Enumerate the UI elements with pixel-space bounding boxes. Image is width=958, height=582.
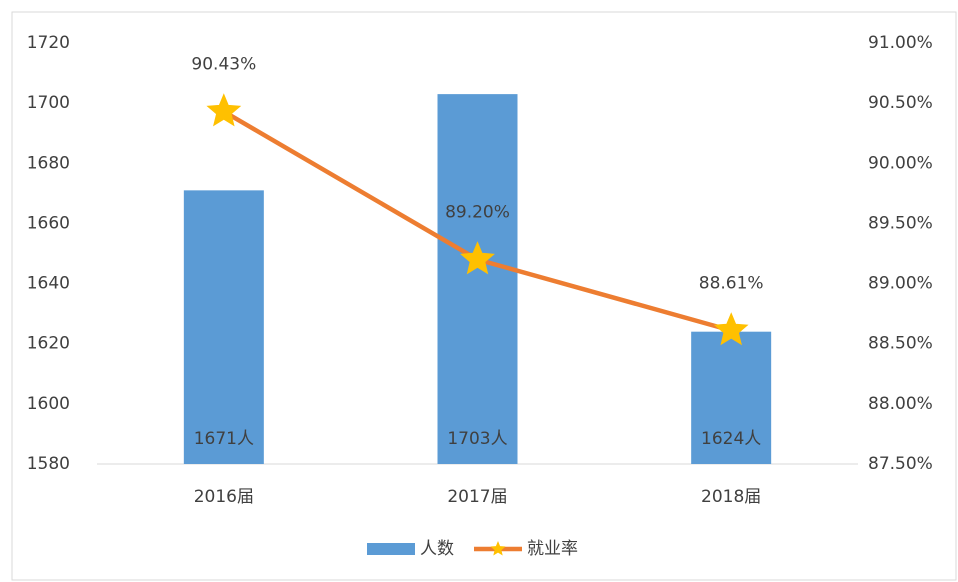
y2-tick-label: 87.50% (868, 454, 933, 474)
x-tick-label: 2016届 (194, 487, 254, 507)
y2-tick-label: 89.50% (868, 213, 933, 233)
y-tick-label: 1640 (27, 274, 70, 294)
line-marker (206, 93, 242, 127)
bar (437, 94, 518, 464)
y2-tick-label: 88.00% (868, 394, 933, 414)
legend-label: 人数 (420, 539, 454, 559)
y2-tick-label: 91.00% (868, 33, 933, 53)
y-tick-label: 1660 (27, 213, 70, 233)
bar-value-label: 1671人 (194, 429, 254, 449)
line-value-label: 89.20% (445, 203, 510, 223)
x-tick-label: 2018届 (701, 487, 761, 507)
y-tick-label: 1600 (27, 394, 70, 414)
x-tick-label: 2017届 (447, 487, 507, 507)
y-tick-label: 1700 (27, 93, 70, 113)
bar (183, 190, 264, 464)
y2-tick-label: 90.00% (868, 153, 933, 173)
chart-frame (11, 11, 957, 581)
y-tick-label: 1720 (27, 33, 70, 53)
legend-marker (490, 541, 506, 556)
y2-tick-label: 88.50% (868, 334, 933, 354)
legend-label: 就业率 (527, 539, 578, 559)
y2-tick-label: 89.00% (868, 274, 933, 294)
y-tick-label: 1680 (27, 153, 70, 173)
line-value-label: 88.61% (699, 273, 764, 293)
y-tick-label: 1580 (27, 454, 70, 474)
bar-value-label: 1624人 (701, 429, 761, 449)
y-tick-label: 1620 (27, 334, 70, 354)
bar (691, 331, 772, 464)
y2-tick-label: 90.50% (868, 93, 933, 113)
line-marker (460, 241, 495, 275)
bar-value-label: 1703人 (447, 429, 507, 449)
legend-swatch (367, 543, 415, 555)
line-marker (713, 312, 749, 346)
line-value-label: 90.43% (191, 55, 256, 75)
